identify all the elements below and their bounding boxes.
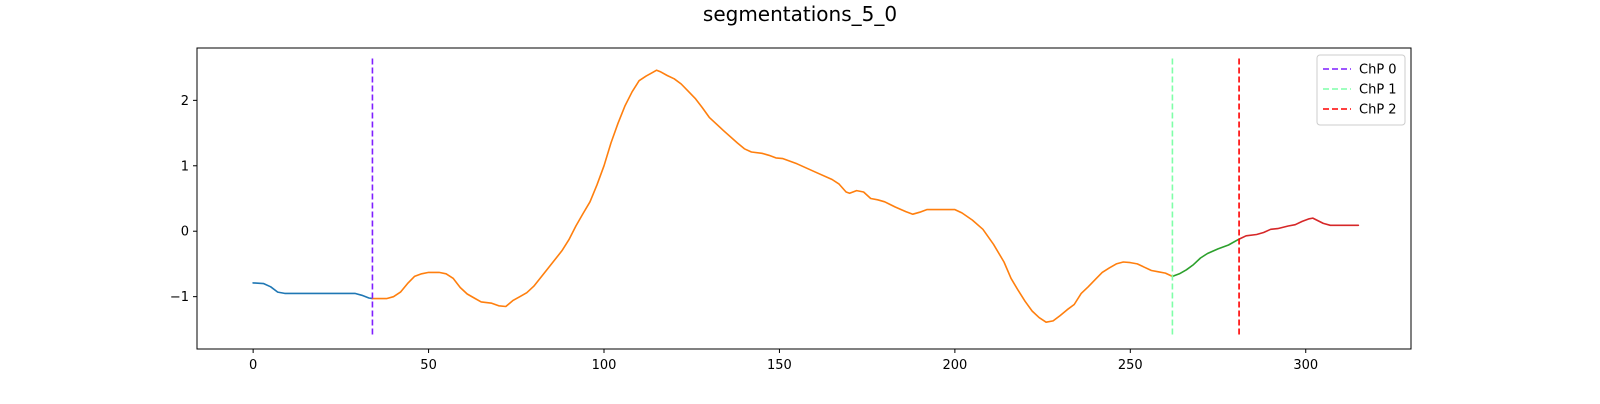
series-line-segment-1 — [371, 69, 1174, 323]
legend: ChP 0 ChP 1 ChP 2 — [1316, 54, 1406, 126]
chart-title: segmentations_5_0 — [702, 2, 898, 26]
y-tick-label: 1 — [181, 159, 189, 174]
x-tick-label: 200 — [942, 358, 967, 373]
series-line-segment-2 — [1171, 238, 1240, 278]
y-tick-label: −1 — [170, 290, 189, 305]
y-tick-label: 2 — [181, 94, 189, 109]
series-line-segment-0 — [252, 282, 374, 300]
legend-label-0: ChP 0 — [1359, 63, 1397, 78]
x-tick-label: 150 — [767, 358, 792, 373]
x-axis: 0 50 100 150 200 250 300 — [249, 349, 1318, 373]
legend-label-1: ChP 1 — [1359, 83, 1397, 98]
legend-box — [1316, 54, 1406, 126]
series-line-segment-3 — [1238, 217, 1360, 240]
plot-frame — [196, 47, 1412, 350]
x-tick-label: 250 — [1118, 358, 1143, 373]
x-tick-label: 100 — [592, 358, 617, 373]
plot-content — [252, 58, 1360, 336]
legend-label-2: ChP 2 — [1359, 103, 1397, 118]
x-tick-label: 300 — [1293, 358, 1318, 373]
x-tick-label: 0 — [249, 358, 257, 373]
y-axis: −1 0 1 2 — [170, 94, 197, 305]
x-tick-label: 50 — [420, 358, 437, 373]
y-tick-label: 0 — [181, 225, 189, 240]
